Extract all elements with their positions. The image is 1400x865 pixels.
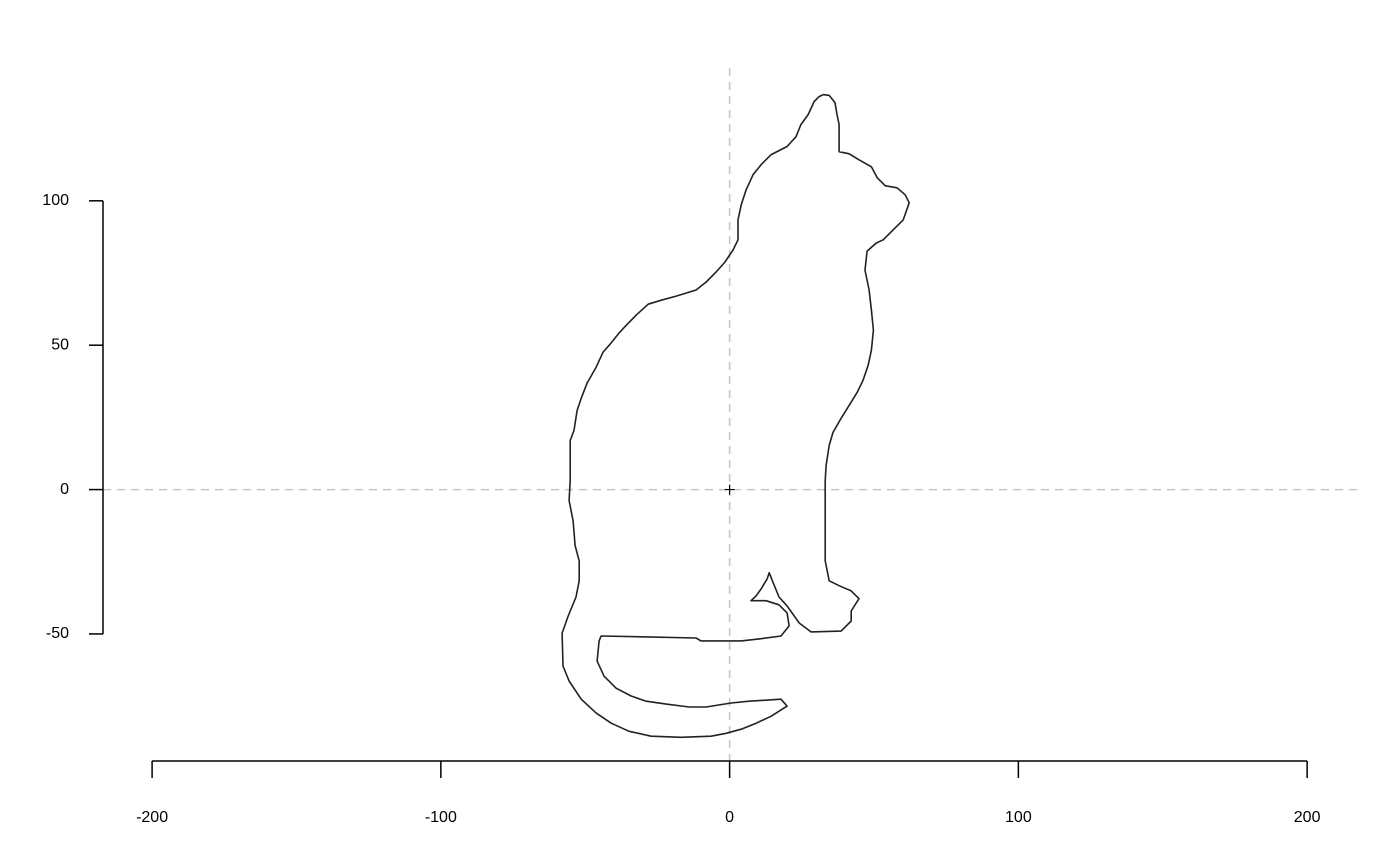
origin-cross (724, 484, 735, 495)
y-tick-label: -50 (46, 625, 69, 642)
x-tick-label: 100 (1005, 809, 1032, 826)
x-tick-label: -200 (136, 809, 168, 826)
y-tick-label: 100 (42, 192, 69, 209)
y-tick-label: 0 (60, 481, 69, 498)
x-tick-label: 200 (1294, 809, 1321, 826)
y-tick-label: 50 (51, 336, 69, 353)
x-tick-label: -100 (425, 809, 457, 826)
outline (561, 93, 910, 739)
x-tick-label: 0 (725, 809, 734, 826)
